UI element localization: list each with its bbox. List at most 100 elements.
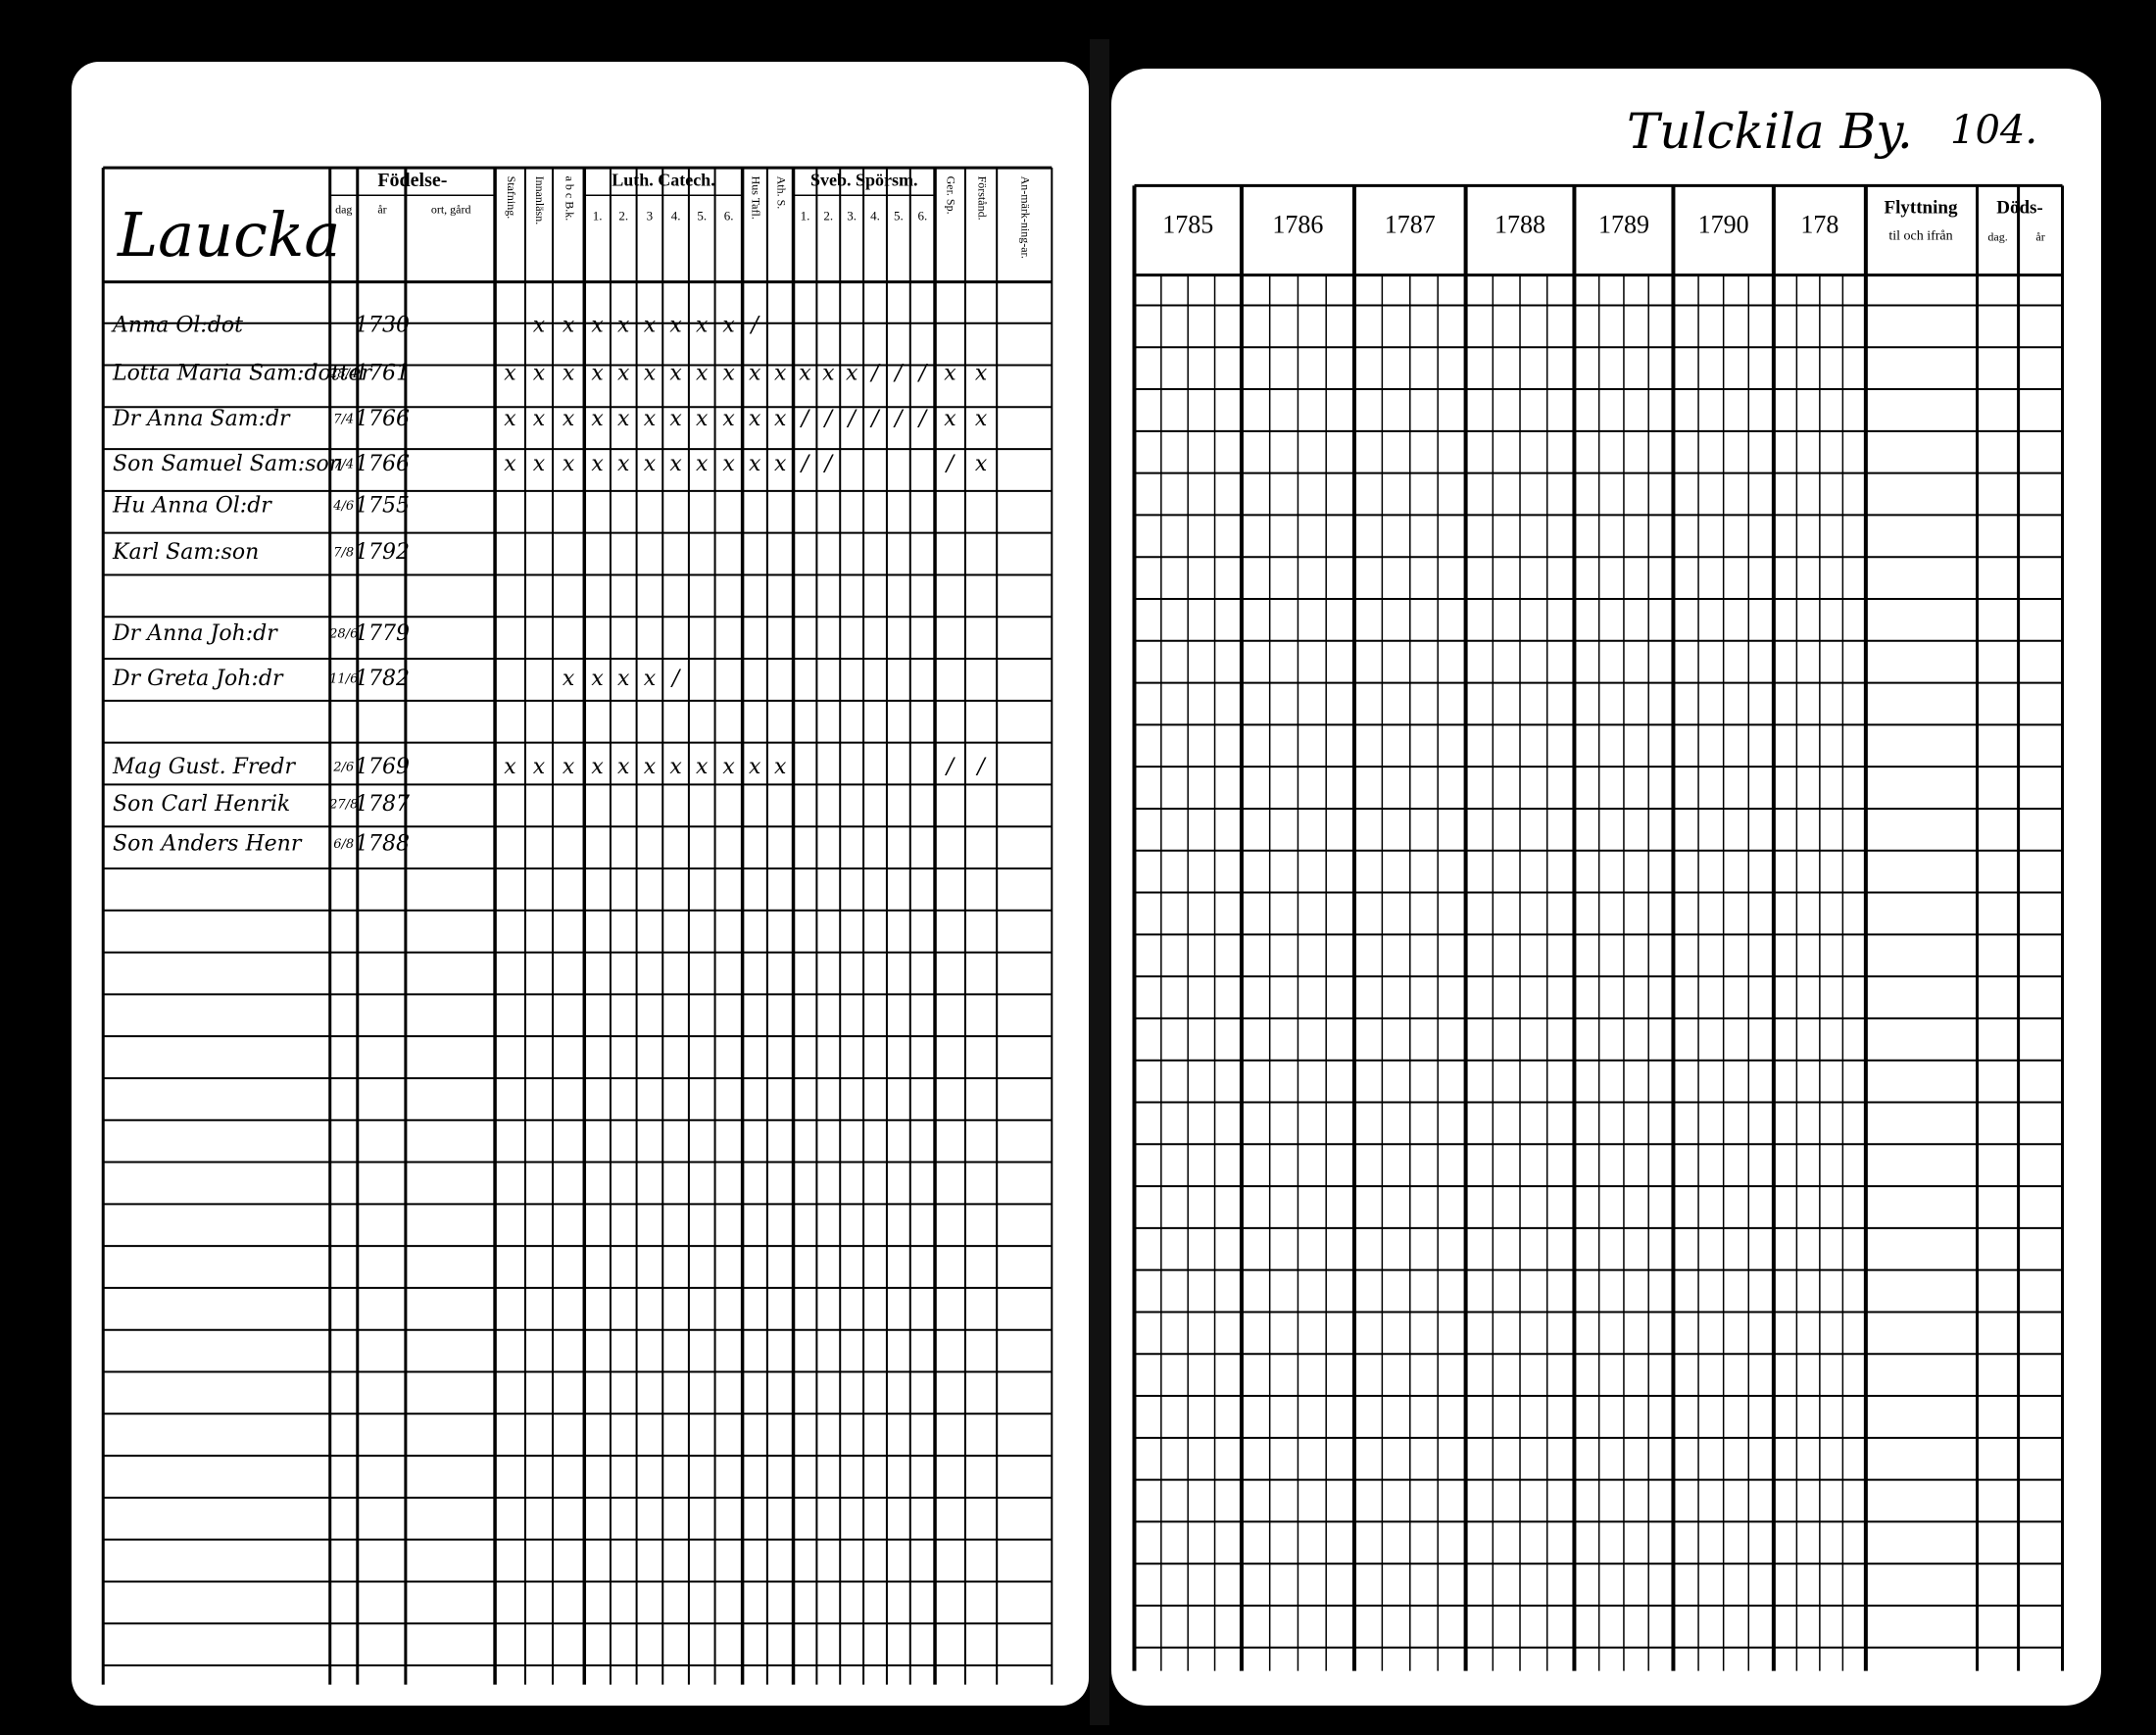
exam-mark: / [917, 362, 929, 386]
exam-mark: x [591, 452, 604, 476]
exam-mark: x [504, 407, 516, 431]
exam-mark: x [533, 314, 546, 338]
exam-mark: x [696, 314, 709, 338]
header-moving-sub: til och ifrån [1888, 229, 1952, 244]
year-header: 1787 [1385, 210, 1436, 238]
exam-mark: / [670, 667, 682, 691]
exam-mark: x [533, 362, 546, 386]
header-column: Ath. S. [774, 176, 788, 210]
birth-day: 28/6 [328, 626, 358, 641]
person-name: Son Anders Henr [113, 831, 303, 856]
birth-day: 7/4 [333, 458, 354, 472]
exam-mark: x [591, 667, 604, 691]
exam-mark: x [774, 452, 787, 476]
person-name: Son Samuel Sam:son [113, 452, 343, 476]
exam-mark: / [823, 452, 835, 476]
year-header: 1786 [1272, 210, 1323, 238]
header-subcolumn: 2. [823, 209, 833, 223]
person-name: Son Carl Henrik [113, 792, 290, 817]
exam-mark: x [644, 314, 657, 338]
exam-mark: x [591, 407, 604, 431]
exam-mark: x [944, 407, 956, 431]
header-subcolumn: 4. [870, 209, 880, 223]
header-column: Ger. Sp. [945, 176, 958, 215]
birth-year: 1761 [355, 362, 410, 386]
birth-year: 1766 [355, 452, 410, 476]
exam-mark: x [696, 755, 709, 779]
exam-mark: / [750, 314, 761, 338]
birth-day: 4/6 [332, 499, 354, 514]
exam-mark: / [945, 755, 956, 779]
header-column: Stafning. [505, 176, 518, 220]
header-column: An-märk-ning-ar. [1018, 176, 1032, 259]
exam-mark: x [774, 755, 787, 779]
exam-mark: x [722, 362, 735, 386]
exam-mark: x [591, 362, 604, 386]
person-name: Hu Anna Ol:dr [112, 493, 272, 518]
year-header: 178 [1800, 210, 1838, 238]
exam-mark: x [722, 407, 735, 431]
exam-mark: / [917, 407, 929, 431]
birth-day: 2/6 [332, 760, 354, 774]
header-birth: Födelse- [377, 170, 447, 191]
birth-day: 7/8 [333, 546, 354, 561]
header-group: Sveb. Spörsm. [810, 170, 918, 189]
header-subcolumn: 1. [593, 209, 603, 223]
place-name: Laucka [117, 199, 340, 271]
exam-mark: x [533, 755, 546, 779]
exam-mark: x [563, 314, 575, 338]
exam-mark: x [644, 407, 657, 431]
header-death: Döds- [1996, 198, 2043, 219]
header-subcolumn: 5. [894, 209, 904, 223]
exam-mark: x [563, 407, 575, 431]
person-name: Lotta Maria Sam:dotter [112, 362, 372, 386]
birth-year: 1769 [355, 755, 410, 779]
page-number: 104. [1950, 108, 2037, 153]
birth-year: 1787 [355, 792, 410, 817]
exam-mark: x [591, 755, 604, 779]
exam-mark: x [504, 362, 516, 386]
header-subcolumn: 3. [847, 209, 857, 223]
header-day: dag [335, 202, 352, 216]
binding [1090, 39, 1109, 1725]
birth-year: 1792 [355, 540, 410, 565]
person-name: Dr Anna Sam:dr [112, 407, 291, 431]
exam-mark: x [617, 755, 630, 779]
exam-mark: x [617, 362, 630, 386]
exam-mark: x [533, 452, 546, 476]
right-page [1111, 69, 2101, 1706]
exam-mark: x [722, 452, 735, 476]
header-moving: Flyttning [1885, 198, 1958, 219]
exam-mark: x [644, 452, 657, 476]
header-column: Hus Tafl. [749, 176, 762, 220]
exam-mark: x [774, 362, 787, 386]
birth-day: 28/4 [328, 367, 358, 381]
exam-mark: x [617, 667, 630, 691]
header-subcolumn: 6. [724, 209, 734, 223]
header-subcolumn: 6. [918, 209, 928, 223]
birth-day: 11/6 [329, 672, 358, 687]
exam-mark: x [696, 452, 709, 476]
exam-mark: x [696, 407, 709, 431]
exam-mark: x [774, 407, 787, 431]
year-header: 1790 [1698, 210, 1749, 238]
exam-mark: x [975, 362, 988, 386]
exam-mark: x [617, 407, 630, 431]
exam-mark: x [504, 452, 516, 476]
exam-mark: x [669, 314, 682, 338]
birth-day: 6/8 [333, 837, 354, 852]
exam-mark: x [669, 755, 682, 779]
exam-mark: x [617, 314, 630, 338]
person-name: Mag Gust. Fredr [112, 755, 296, 779]
exam-mark: x [563, 667, 575, 691]
exam-mark: x [591, 314, 604, 338]
header-death-day: dag. [1987, 229, 2007, 243]
exam-mark: x [644, 755, 657, 779]
exam-mark: x [799, 362, 811, 386]
exam-mark: x [975, 407, 988, 431]
exam-mark: x [749, 362, 761, 386]
header-column: a b c B.k. [563, 176, 576, 222]
exam-mark: / [800, 407, 811, 431]
header-group: Luth. Catech. [612, 170, 715, 189]
